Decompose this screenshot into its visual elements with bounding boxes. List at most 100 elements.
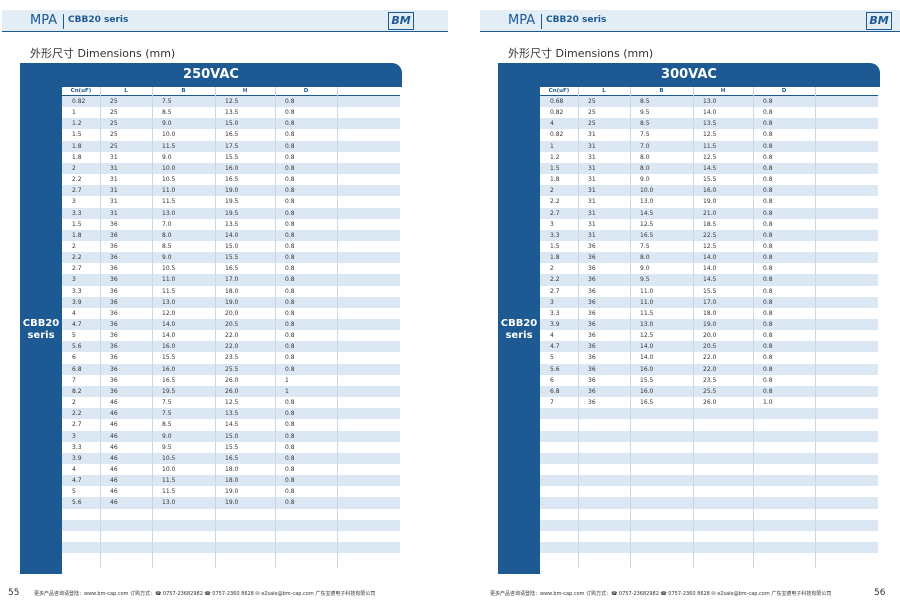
cell: 0.8 — [763, 164, 773, 172]
cell: 5.6 — [550, 365, 560, 373]
cell: 16.0 — [703, 187, 717, 195]
cell: 0.8 — [285, 354, 295, 362]
side-column — [498, 87, 540, 574]
cell: 7.5 — [162, 399, 172, 407]
row-stripe — [540, 185, 878, 197]
cell: 0.82 — [72, 98, 86, 105]
cell: 0.8 — [763, 209, 773, 217]
row-stripe — [62, 542, 400, 554]
cell: 36 — [110, 365, 118, 373]
cell: 7.5 — [162, 410, 172, 418]
row-stripe — [540, 263, 878, 275]
cell: 10.5 — [162, 454, 176, 462]
row-stripe — [540, 397, 878, 409]
cell: 15.0 — [225, 432, 239, 440]
cell: 13.5 — [225, 109, 239, 117]
cell: 36 — [110, 265, 118, 273]
cell: 9.0 — [162, 120, 172, 128]
row-stripe — [540, 140, 878, 152]
cell: 10.0 — [162, 465, 176, 473]
cell: 0.8 — [285, 321, 295, 328]
row-stripe — [62, 229, 400, 241]
cell: 8.5 — [162, 421, 172, 429]
row-stripe — [62, 430, 400, 442]
cell: 10.5 — [162, 176, 176, 184]
cell: 31 — [588, 231, 596, 239]
header-band — [480, 10, 900, 32]
row-stripe — [540, 441, 878, 453]
cell: 25 — [588, 109, 596, 117]
cell: 36 — [110, 220, 118, 228]
cell: 1 — [285, 387, 289, 395]
row-stripe — [540, 274, 878, 286]
row-stripe — [62, 274, 400, 286]
column-line — [693, 87, 694, 568]
divider — [541, 14, 542, 29]
cell: 0.8 — [763, 309, 773, 317]
cell: 19.0 — [703, 321, 717, 328]
cell: 14.0 — [640, 354, 654, 362]
cell: 18.0 — [703, 309, 717, 317]
cell: 31 — [588, 176, 596, 184]
column-line — [630, 87, 631, 568]
column-line — [337, 87, 338, 568]
cell: 4.7 — [72, 477, 82, 485]
row-stripe — [540, 207, 878, 219]
cell: 36 — [110, 376, 118, 384]
cell: 0.8 — [285, 421, 295, 429]
cell: 25 — [588, 120, 596, 128]
column-line — [100, 87, 101, 568]
cell: 8.0 — [640, 153, 650, 161]
cell: 13.0 — [640, 198, 654, 206]
cell: 5 — [72, 332, 76, 340]
row-stripe — [62, 185, 400, 197]
row-stripe — [62, 285, 400, 297]
cell: 0.8 — [763, 176, 773, 184]
cell: 1.0 — [763, 399, 773, 407]
cell: 0.8 — [285, 287, 295, 295]
cell: 5.6 — [72, 499, 82, 507]
cell: 14.0 — [640, 343, 654, 351]
cell: 0.8 — [285, 343, 295, 351]
cell: 0.8 — [763, 142, 773, 150]
cell: 16.5 — [162, 376, 176, 384]
cell: 31 — [588, 142, 596, 150]
row-stripe — [540, 452, 878, 464]
column-header: H — [242, 88, 248, 94]
cell: 2 — [72, 242, 76, 250]
column-header: D — [781, 88, 787, 94]
column-header: H — [720, 88, 726, 94]
cell: 36 — [110, 332, 118, 340]
cell: 0.8 — [763, 298, 773, 306]
cell: 17.5 — [225, 142, 239, 150]
cell: 16.5 — [225, 265, 239, 273]
cell: 0.82 — [550, 131, 564, 139]
cell: 2.7 — [72, 421, 82, 429]
cell: 12.5 — [703, 131, 717, 139]
cell: 7 — [550, 399, 554, 407]
row-stripe — [62, 397, 400, 409]
row-stripe — [62, 319, 400, 331]
row-stripe — [540, 419, 878, 431]
cell: 46 — [110, 499, 118, 507]
cell: 0.82 — [550, 109, 564, 117]
cell: 1.8 — [72, 142, 82, 150]
cell: 0.8 — [285, 432, 295, 440]
row-stripe — [540, 129, 878, 141]
cell: 25.5 — [225, 365, 239, 373]
row-stripe — [540, 475, 878, 487]
cell: 5.6 — [72, 343, 82, 351]
brand: MPA — [508, 13, 536, 28]
cell: 0.8 — [285, 109, 295, 117]
cell: 1.8 — [550, 254, 560, 262]
column-header: L — [124, 88, 128, 94]
cell: 20.5 — [703, 343, 717, 351]
cell: 0.8 — [285, 231, 295, 239]
cell: 9.0 — [162, 254, 172, 262]
column-header: B — [181, 88, 186, 94]
footer-text: 更多产品咨询请登陆：www.bm-cap.com 订购方式：☎ 0757-236… — [490, 591, 832, 597]
cell: 22.0 — [703, 365, 717, 373]
cell: 22.0 — [225, 332, 239, 340]
cell: 0.8 — [285, 309, 295, 317]
cell: 0.8 — [285, 142, 295, 150]
